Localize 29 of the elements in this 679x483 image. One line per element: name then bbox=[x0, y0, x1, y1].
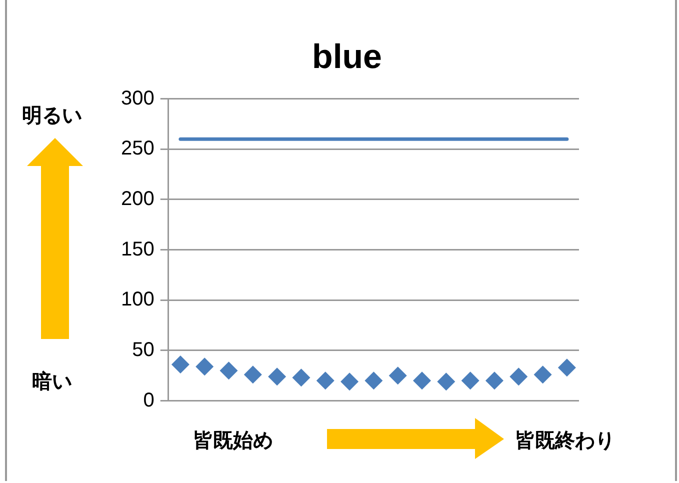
y-tick-label: 200 bbox=[120, 188, 154, 210]
text: 皆既始め bbox=[193, 427, 273, 454]
point bbox=[510, 368, 528, 386]
y-tick-label: 150 bbox=[120, 238, 154, 260]
point bbox=[171, 356, 190, 374]
point bbox=[292, 368, 310, 387]
y-tick-label: 50 bbox=[132, 338, 154, 361]
point bbox=[268, 368, 286, 386]
y-tick-label: 300 bbox=[120, 87, 154, 110]
point bbox=[485, 372, 504, 390]
point bbox=[388, 366, 407, 385]
text: 暗い bbox=[32, 368, 72, 395]
chart-title: blue bbox=[312, 38, 382, 76]
text: 皆既終わり bbox=[515, 427, 615, 454]
point bbox=[461, 372, 480, 390]
point bbox=[196, 358, 214, 376]
y-tick-label: 0 bbox=[143, 389, 154, 412]
point bbox=[244, 366, 262, 384]
y-tick-label: 250 bbox=[120, 138, 154, 160]
point bbox=[220, 362, 238, 380]
point bbox=[340, 372, 359, 391]
point bbox=[534, 366, 552, 384]
point bbox=[364, 372, 383, 390]
point bbox=[558, 358, 576, 377]
point bbox=[316, 372, 334, 390]
point bbox=[412, 372, 431, 390]
text: 明るい bbox=[22, 102, 82, 129]
point bbox=[437, 372, 456, 391]
y-tick-label: 100 bbox=[120, 288, 154, 311]
